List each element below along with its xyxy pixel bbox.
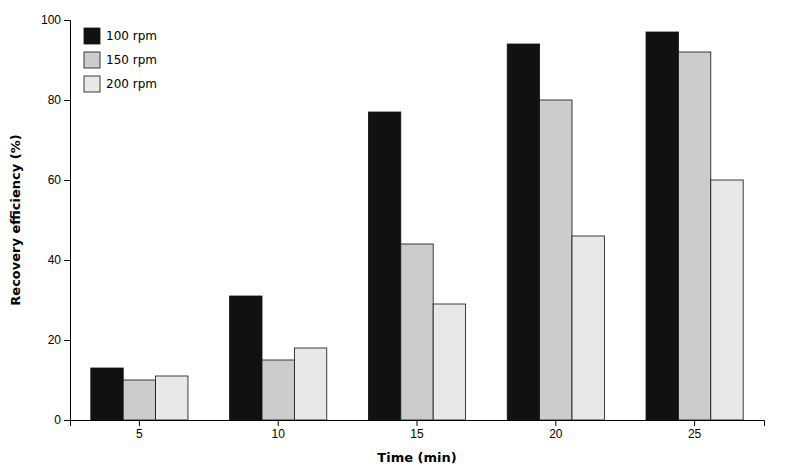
bar xyxy=(572,236,604,420)
y-tick-mark xyxy=(64,100,70,101)
y-tick-label: 80 xyxy=(48,93,62,107)
x-tick: 5 xyxy=(136,420,143,441)
bar xyxy=(711,180,743,420)
bar xyxy=(646,32,678,420)
legend-item: 100 rpm xyxy=(84,28,157,44)
x-tick: 10 xyxy=(272,420,286,441)
y-tick-label: 100 xyxy=(41,13,61,27)
y-tick-mark xyxy=(64,340,70,341)
y-axis: 0 20 40 60 80 100 xyxy=(41,13,71,427)
legend-swatch xyxy=(84,76,100,92)
bar-series xyxy=(91,32,679,420)
y-axis-title: Recovery efficiency (%) xyxy=(8,134,23,305)
legend: 100 rpm 150 rpm 200 rpm xyxy=(84,28,157,92)
bar xyxy=(294,348,326,420)
legend-item: 150 rpm xyxy=(84,52,157,68)
x-tick-mark xyxy=(417,420,418,426)
x-tick: 25 xyxy=(688,420,702,441)
y-tick: 60 xyxy=(48,173,70,187)
x-tick-label: 25 xyxy=(688,427,702,441)
bar-series xyxy=(156,180,744,420)
bar xyxy=(507,44,539,420)
x-tick-label: 15 xyxy=(410,427,424,441)
legend-swatch xyxy=(84,52,100,68)
plot: 0 20 40 60 80 100 5 10 15 20 25 100 rpm 150 rpm 200 r… xyxy=(41,13,765,440)
bar xyxy=(678,52,710,420)
x-tick-mark xyxy=(694,420,695,426)
legend-item: 200 rpm xyxy=(84,76,157,92)
y-tick-mark xyxy=(64,260,70,261)
bar xyxy=(433,304,465,420)
bar-series xyxy=(123,52,711,420)
legend-label: 150 rpm xyxy=(106,53,157,67)
x-axis-line xyxy=(71,421,765,427)
y-tick: 0 xyxy=(54,413,70,427)
legend-swatch xyxy=(84,28,100,44)
bar xyxy=(123,380,155,420)
y-tick: 20 xyxy=(48,333,70,347)
x-tick-mark xyxy=(278,420,279,426)
x-axis: 5 10 15 20 25 xyxy=(71,420,765,441)
legend-label: 100 rpm xyxy=(106,29,157,43)
x-tick-label: 5 xyxy=(136,427,143,441)
bar xyxy=(91,368,123,420)
y-tick: 40 xyxy=(48,253,70,267)
y-tick-label: 40 xyxy=(48,253,62,267)
y-tick: 100 xyxy=(41,13,70,27)
y-tick-label: 60 xyxy=(48,173,62,187)
y-axis-line xyxy=(64,21,71,421)
y-tick-mark xyxy=(64,20,70,21)
x-tick-label: 10 xyxy=(272,427,286,441)
bar xyxy=(368,112,400,420)
x-axis-title: Time (min) xyxy=(377,450,456,465)
legend-label: 200 rpm xyxy=(106,77,157,91)
y-tick-mark xyxy=(64,420,70,421)
bar xyxy=(540,100,572,420)
bar xyxy=(401,244,433,420)
y-tick: 80 xyxy=(48,93,70,107)
y-tick-label: 0 xyxy=(54,413,61,427)
bar xyxy=(230,296,262,420)
x-tick-mark xyxy=(139,420,140,426)
y-tick-label: 20 xyxy=(48,333,62,347)
x-tick: 15 xyxy=(410,420,424,441)
x-tick: 20 xyxy=(549,420,563,441)
x-tick-mark xyxy=(555,420,556,426)
bars xyxy=(91,32,743,420)
y-tick-mark xyxy=(64,180,70,181)
chart: 0 20 40 60 80 100 5 10 15 20 25 100 rpm 150 rpm 200 r… xyxy=(0,0,788,476)
x-tick-label: 20 xyxy=(549,427,563,441)
bar xyxy=(156,376,188,420)
bar xyxy=(262,360,294,420)
